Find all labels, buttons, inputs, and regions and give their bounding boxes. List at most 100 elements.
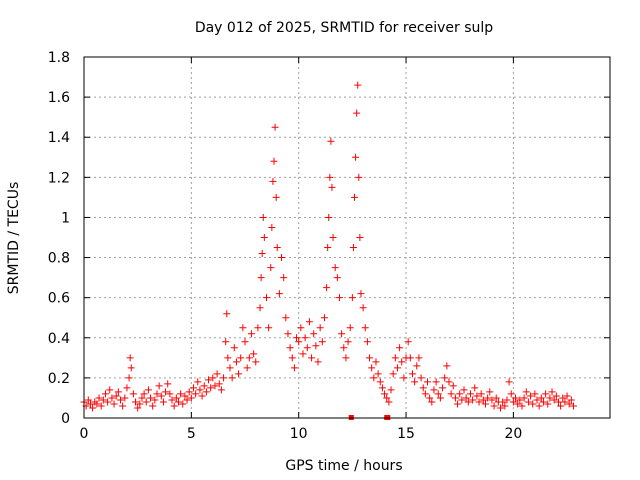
data-point (192, 390, 200, 398)
data-point (421, 390, 429, 398)
data-point (262, 294, 270, 302)
data-point (557, 402, 565, 410)
y-axis-label: SRMTID / TECUs (6, 182, 22, 295)
data-point (308, 354, 316, 362)
y-tick-label: 0.4 (48, 331, 70, 347)
data-point (499, 398, 507, 406)
data-point (439, 384, 447, 392)
data-point (280, 274, 288, 282)
data-point (391, 354, 399, 362)
data-point (295, 338, 303, 346)
data-point (151, 396, 159, 404)
data-point (282, 314, 290, 322)
data-point (331, 264, 339, 272)
data-point (554, 398, 562, 406)
data-point (567, 396, 575, 404)
data-point (430, 386, 438, 394)
y-tick-label: 0.2 (48, 371, 70, 387)
data-point (372, 358, 380, 366)
data-point (297, 324, 305, 332)
data-point (228, 374, 236, 382)
data-point (563, 392, 571, 400)
data-point (445, 378, 453, 386)
data-point (275, 290, 283, 298)
data-point (267, 264, 275, 272)
data-point (230, 344, 238, 352)
data-point (170, 402, 178, 410)
data-point (138, 394, 146, 402)
data-point (136, 400, 144, 408)
data-point (243, 364, 251, 372)
data-point (475, 398, 483, 406)
data-point (552, 392, 560, 400)
data-point (481, 400, 489, 408)
data-point (198, 392, 206, 400)
data-point (522, 388, 530, 396)
data-point (328, 183, 336, 191)
data-point (126, 354, 134, 362)
data-point (314, 358, 322, 366)
data-point (417, 374, 425, 382)
data-point (127, 364, 135, 372)
data-point (544, 400, 552, 408)
data-point (389, 370, 397, 378)
data-point (144, 386, 152, 394)
data-point (387, 386, 395, 394)
x-tick-label: 20 (504, 426, 522, 442)
data-point (398, 358, 406, 366)
data-point (413, 362, 421, 370)
data-point (177, 390, 185, 398)
data-point (270, 157, 278, 165)
data-point (239, 324, 247, 332)
data-point (110, 400, 118, 408)
data-point (269, 177, 277, 185)
data-point (419, 384, 427, 392)
data-point (235, 370, 243, 378)
data-point (254, 324, 262, 332)
data-point (451, 394, 459, 402)
data-point (535, 402, 543, 410)
data-point (488, 396, 496, 404)
data-point (344, 338, 352, 346)
data-point (400, 374, 408, 382)
data-point (245, 354, 253, 362)
y-tick-label: 0.8 (48, 251, 70, 267)
data-point (237, 354, 245, 362)
data-point (258, 250, 266, 258)
data-point (335, 294, 343, 302)
data-point (159, 398, 167, 406)
data-point (303, 344, 311, 352)
data-point (537, 394, 545, 402)
data-point (486, 388, 494, 396)
data-point (157, 392, 165, 400)
data-point (356, 234, 364, 241)
data-point (147, 394, 155, 402)
data-point (220, 374, 228, 382)
data-point (93, 400, 101, 408)
data-point (527, 392, 535, 400)
data-point (290, 364, 298, 372)
data-point (166, 390, 174, 398)
data-point (447, 390, 455, 398)
data-point (501, 402, 509, 410)
data-point (393, 364, 401, 372)
data-point (325, 213, 333, 221)
data-point (265, 324, 273, 332)
data-point (108, 394, 116, 402)
y-tick-label: 1.4 (48, 130, 70, 146)
data-point (119, 402, 127, 410)
data-point (434, 390, 442, 398)
data-point (288, 354, 296, 362)
data-point (215, 380, 223, 388)
data-point (323, 284, 331, 292)
x-tick-label: 10 (290, 426, 308, 442)
data-point (505, 378, 513, 386)
data-point (428, 398, 436, 406)
data-point (164, 380, 172, 388)
data-point (142, 398, 150, 406)
data-point (185, 388, 193, 396)
data-point (484, 394, 492, 402)
data-point (226, 364, 234, 372)
data-point (149, 402, 157, 410)
data-point (259, 213, 267, 221)
